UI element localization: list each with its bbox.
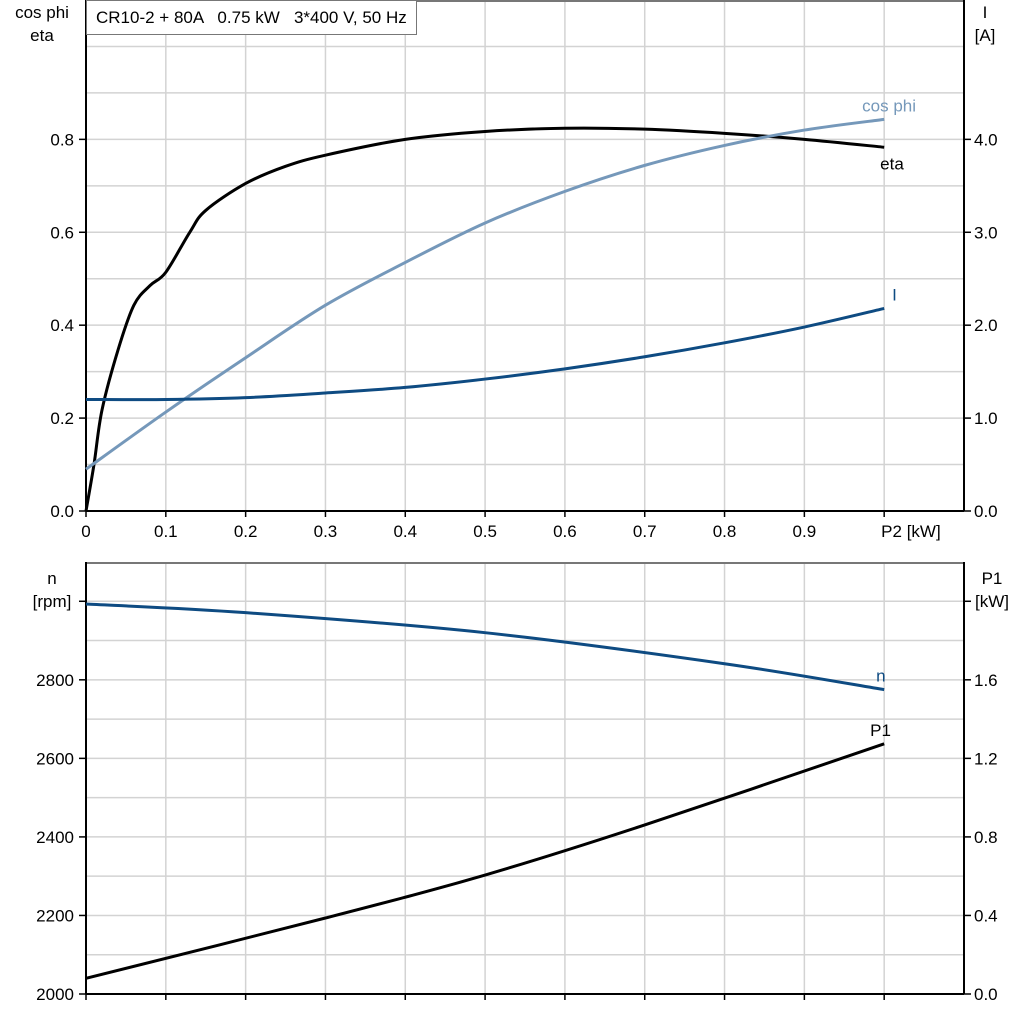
y-tick-label-left: 0.2 [50,409,74,428]
y-axis-label-right: I [983,3,988,22]
x-tick-label: 0.8 [713,522,737,541]
x-tick-label: 0.9 [793,522,817,541]
series-line-P1 [85,742,885,980]
y-tick-label-left: 2800 [36,671,74,690]
y-tick-label-left: 0.6 [50,223,74,242]
y-tick-label-left: 2200 [36,906,74,925]
x-tick-label: 0.2 [234,522,258,541]
x-tick-label: 0.3 [314,522,338,541]
y-axis-label-left: cos phi [15,3,69,22]
x-tick-label: 0.4 [393,522,417,541]
y-tick-label-right: 0.8 [974,828,998,847]
y-tick-label-right: 1.0 [974,409,998,428]
y-tick-label-left: 2600 [36,749,74,768]
x-tick-label: 0.6 [553,522,577,541]
x-tick-label: 0.7 [633,522,657,541]
series-label: n [876,667,885,686]
x-axis-label: P2 [kW] [881,522,941,541]
y-axis-label-right: P1 [982,569,1003,588]
panel-1: 2000 2200 2400 2600 2800 0.0 0.4 0.8 1.2 1.6 n [rpm… [33,562,1009,1004]
y-tick-label-left: 2000 [36,985,74,1004]
x-tick-label: 0.5 [473,522,497,541]
y-tick-label-right: 0.0 [974,502,998,521]
y-tick-label-right: 2.0 [974,316,998,335]
y-tick-label-left: 2400 [36,828,74,847]
y-tick-label-right: 1.2 [974,749,998,768]
x-tick-label: 0 [81,522,90,541]
y-axis-label-right: [A] [975,26,996,45]
y-tick-label-right: 4.0 [974,130,998,149]
y-tick-label-right: 0.4 [974,906,998,925]
series-line-I [85,306,885,402]
series-label: cos phi [862,96,916,115]
series-label: eta [880,154,904,173]
series-line-n [85,602,885,692]
panel-0: 0.0 0.2 0.4 0.6 0.8 0.0 1.0 2.0 3.0 4.0 0 0.1 0.2 0.3… [15,0,998,541]
y-tick-label-right: 0.0 [974,985,998,1004]
y-tick-label-left: 0.8 [50,130,74,149]
series-line-cos-phi [85,117,885,471]
x-tick-label: 0.1 [154,522,178,541]
series-label: P1 [870,721,891,740]
y-tick-label-left: 0.0 [50,502,74,521]
y-axis-label-left: eta [30,26,54,45]
series-line-eta [84,126,885,512]
y-tick-label-right: 1.6 [974,671,998,690]
y-tick-label-right: 3.0 [974,223,998,242]
series-label: I [892,285,897,304]
y-tick-label-left: 0.4 [50,316,74,335]
y-axis-label-left: [rpm] [33,592,72,611]
y-axis-label-left: n [47,569,56,588]
chart-title: CR10-2 + 80A 0.75 kW 3*400 V, 50 Hz [86,0,417,35]
y-axis-label-right: [kW] [975,592,1009,611]
